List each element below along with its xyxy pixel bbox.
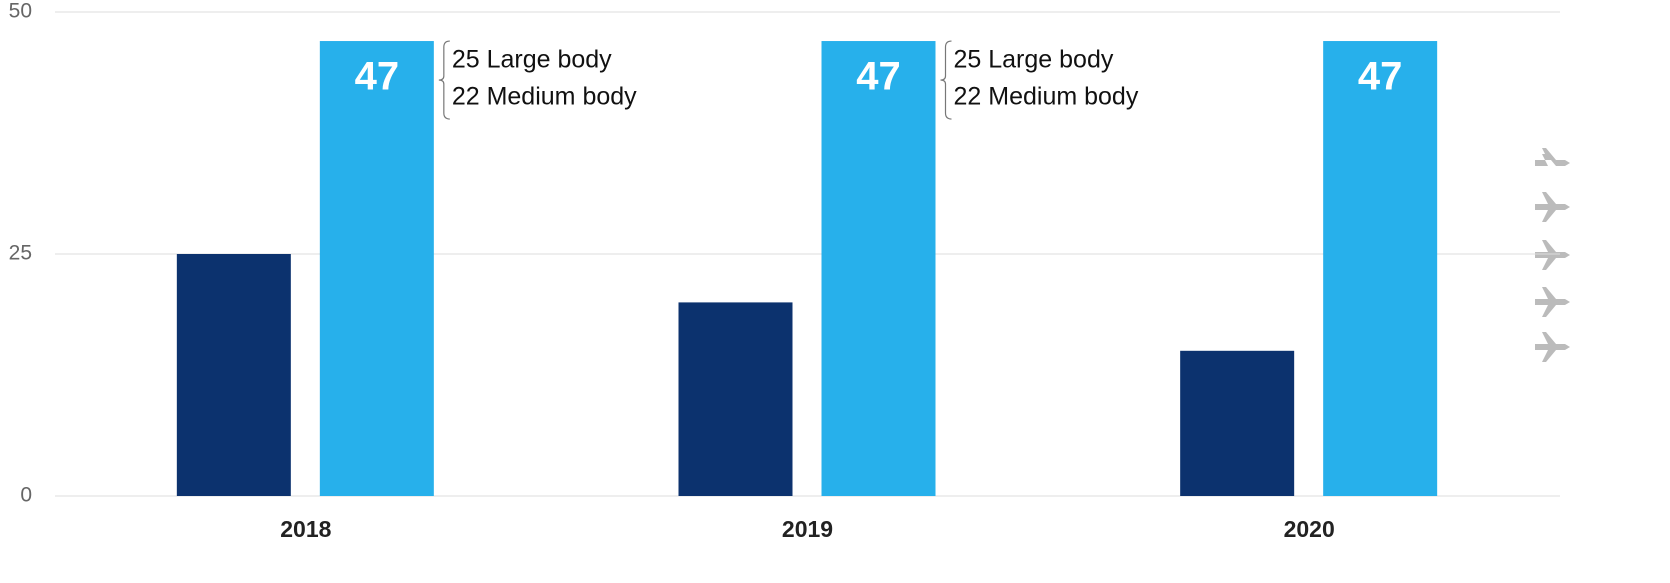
bar — [176, 254, 291, 496]
x-tick-label: 2019 — [782, 516, 833, 542]
plane-icon — [1535, 148, 1570, 166]
bar — [1180, 350, 1295, 496]
plane-icon — [1535, 332, 1570, 362]
value-label: 47 — [1358, 55, 1403, 99]
value-label: 47 — [355, 55, 400, 99]
bar — [821, 41, 936, 496]
y-tick-label: 0 — [20, 484, 32, 507]
annotation-text: 22 Medium body — [954, 83, 1139, 111]
value-label: 47 — [856, 55, 901, 99]
plane-icon — [1535, 240, 1570, 270]
annotation-brace — [940, 40, 952, 120]
y-tick-label: 25 — [9, 242, 32, 265]
plane-icons — [1535, 148, 1570, 362]
annotation-brace — [438, 40, 450, 120]
bar — [678, 302, 793, 496]
bar — [319, 41, 434, 496]
x-tick-label: 2018 — [280, 516, 331, 542]
annotation-text: 25 Large body — [954, 46, 1114, 74]
x-tick-label: 2020 — [1284, 516, 1335, 542]
y-tick-label: 50 — [9, 0, 32, 23]
bar — [1323, 41, 1438, 496]
annotation-text: 25 Large body — [452, 46, 612, 74]
plane-icon — [1535, 192, 1570, 222]
plane-icon — [1535, 287, 1570, 317]
annotation-text: 22 Medium body — [452, 83, 637, 111]
